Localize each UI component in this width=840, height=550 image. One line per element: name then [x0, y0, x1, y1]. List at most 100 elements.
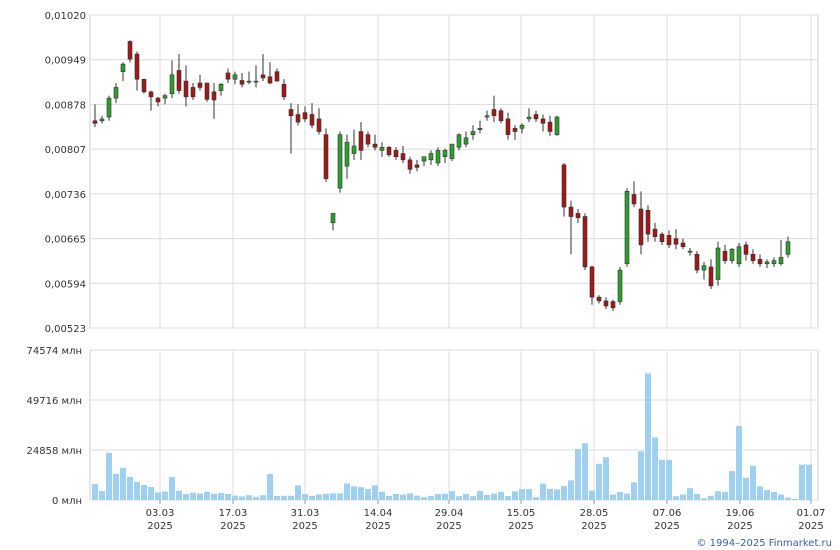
x-tick-year: 2025 — [654, 521, 679, 532]
volume-bar — [106, 453, 112, 500]
x-tick-year: 2025 — [147, 521, 172, 532]
x-tick-day: 07.06 — [653, 508, 682, 519]
candle-body — [443, 150, 447, 156]
volume-bar — [575, 449, 581, 500]
candle-body — [198, 83, 202, 87]
x-tick-year: 2025 — [292, 521, 317, 532]
candle-body — [513, 128, 517, 131]
volume-bar — [393, 494, 399, 500]
volume-bar — [204, 492, 210, 500]
candle-body — [177, 70, 181, 90]
candle-body — [506, 119, 510, 135]
candle-body — [450, 144, 454, 158]
volume-bar — [533, 497, 539, 500]
candle-body — [317, 119, 321, 132]
volume-tick-label: 74574 млн — [27, 346, 82, 357]
credit-text[interactable]: © 1994–2025 Finmarket.ru — [696, 538, 832, 549]
candle-body — [142, 79, 146, 92]
x-tick-year: 2025 — [365, 521, 390, 532]
candle-body — [639, 209, 643, 245]
volume-bar — [288, 496, 294, 500]
candle-body — [471, 132, 475, 135]
volume-bar — [309, 496, 315, 500]
volume-bar — [295, 486, 301, 500]
volume-bar — [526, 489, 532, 500]
candle-body — [744, 245, 748, 254]
volume-bar — [246, 495, 252, 500]
candle-body — [590, 267, 594, 297]
volume-bar — [715, 491, 721, 500]
candle-body — [730, 249, 734, 260]
candle-body — [541, 119, 545, 123]
volume-bar — [603, 457, 609, 500]
volume-bar — [211, 494, 217, 500]
volume-bar — [260, 495, 266, 500]
volume-bar — [624, 494, 630, 500]
price-tick-label: 0,00736 — [45, 190, 86, 201]
candle-body — [667, 235, 671, 244]
candle-body — [338, 135, 342, 189]
volume-bar — [183, 494, 189, 500]
volume-bar — [141, 485, 147, 500]
candle-body — [527, 117, 531, 119]
x-tick-year: 2025 — [727, 521, 752, 532]
candle-body — [100, 119, 104, 121]
volume-bar — [435, 494, 441, 500]
volume-bar — [771, 492, 777, 500]
candle-body — [765, 262, 769, 264]
volume-bar — [225, 494, 231, 500]
volume-bar — [155, 492, 161, 500]
x-tick-day: 14.04 — [364, 508, 393, 519]
candle-body — [121, 64, 125, 72]
candle-body — [149, 92, 153, 97]
x-tick-day: 01.07 — [797, 508, 826, 519]
volume-bar — [477, 491, 483, 500]
x-tick-day: 17.03 — [219, 508, 248, 519]
volume-bar — [316, 494, 322, 500]
volume-bar — [617, 492, 623, 500]
volume-bar — [519, 489, 525, 500]
candle-body — [625, 191, 629, 263]
volume-tick-label: 0 млн — [52, 496, 82, 507]
volume-bar — [344, 484, 350, 500]
candle-body — [135, 54, 139, 79]
candle-body — [660, 234, 664, 242]
candle-body — [695, 254, 699, 270]
volume-panel-frame — [90, 350, 818, 500]
volume-bar — [806, 465, 812, 500]
candle-body — [282, 84, 286, 97]
candle-body — [289, 109, 293, 115]
candle-body — [632, 194, 636, 203]
volume-bar — [120, 468, 126, 500]
price-tick-label: 0,00665 — [45, 235, 86, 246]
volume-bar — [421, 497, 427, 500]
volume-bar — [449, 491, 455, 500]
candle-body — [457, 135, 461, 148]
candle-body — [380, 147, 384, 150]
volume-bar — [554, 489, 560, 500]
candle-body — [562, 165, 566, 207]
candle-body — [702, 266, 706, 270]
candle-body — [401, 154, 405, 160]
volume-bar — [596, 464, 602, 500]
candle-body — [709, 267, 713, 286]
volume-bar — [547, 489, 553, 500]
volume-bar — [267, 474, 273, 500]
candle-body — [548, 122, 552, 131]
candle-body — [611, 302, 615, 308]
volume-bar-series — [92, 373, 812, 500]
volume-bar — [701, 498, 707, 500]
volume-bar — [400, 495, 406, 500]
x-tick-day: 15.05 — [507, 508, 536, 519]
candle-body — [492, 109, 496, 115]
price-tick-label: 0,00878 — [45, 100, 86, 111]
candle-body — [674, 239, 678, 245]
volume-bar — [113, 474, 119, 500]
candle-body — [429, 154, 433, 160]
candle-body — [331, 213, 335, 222]
candle-body — [219, 84, 223, 90]
x-tick-day: 19.06 — [726, 508, 755, 519]
candle-body — [464, 138, 468, 144]
candle-body — [275, 72, 279, 81]
candle-body — [646, 210, 650, 234]
